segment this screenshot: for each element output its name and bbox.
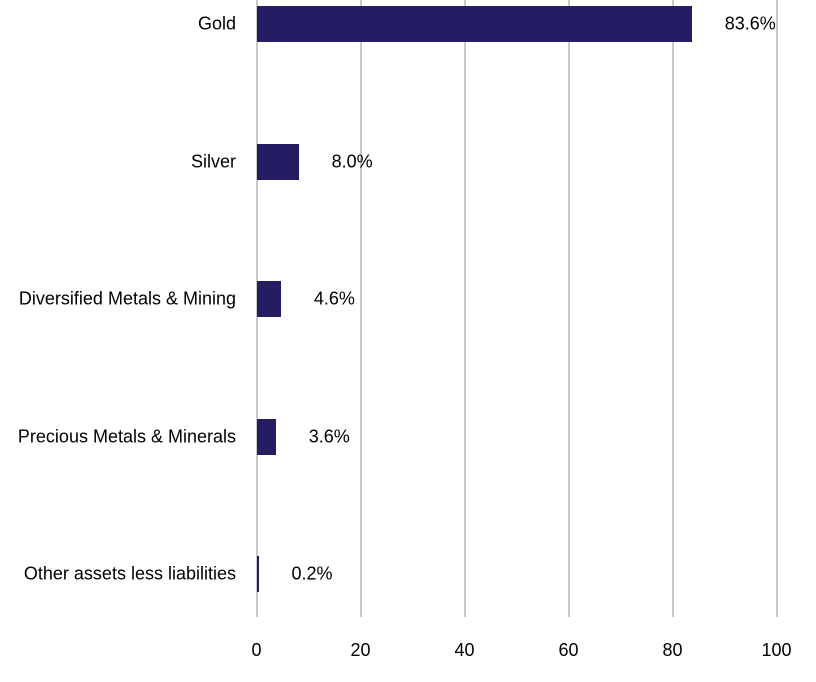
value-label: 83.6% bbox=[724, 13, 776, 34]
value-label: 0.2% bbox=[291, 563, 333, 584]
gridline bbox=[463, 0, 466, 617]
x-tick-label: 40 bbox=[454, 640, 475, 660]
category-label: Other assets less liabilities bbox=[23, 563, 236, 584]
x-tick-label: 20 bbox=[350, 640, 371, 660]
gridline bbox=[255, 0, 258, 617]
category-label: Silver bbox=[190, 151, 236, 171]
x-tick-label: 0 bbox=[251, 640, 262, 660]
bar bbox=[257, 556, 259, 592]
category-label: Precious Metals & Minerals bbox=[17, 426, 236, 446]
x-tick-label: 60 bbox=[558, 640, 579, 660]
bar bbox=[257, 143, 299, 180]
value-label: 8.0% bbox=[331, 151, 373, 171]
bar bbox=[257, 6, 692, 42]
x-tick-label: 100 bbox=[761, 640, 792, 660]
value-label: 3.6% bbox=[308, 426, 350, 446]
gridline bbox=[671, 0, 674, 617]
bar bbox=[257, 281, 281, 317]
bar bbox=[257, 418, 276, 455]
gridline bbox=[359, 0, 362, 617]
x-tick-label: 80 bbox=[662, 640, 683, 660]
category-label: Gold bbox=[197, 13, 236, 34]
gridline bbox=[567, 0, 570, 617]
category-label: Diversified Metals & Mining bbox=[18, 288, 236, 309]
gridline bbox=[775, 0, 778, 617]
value-label: 4.6% bbox=[313, 288, 355, 309]
